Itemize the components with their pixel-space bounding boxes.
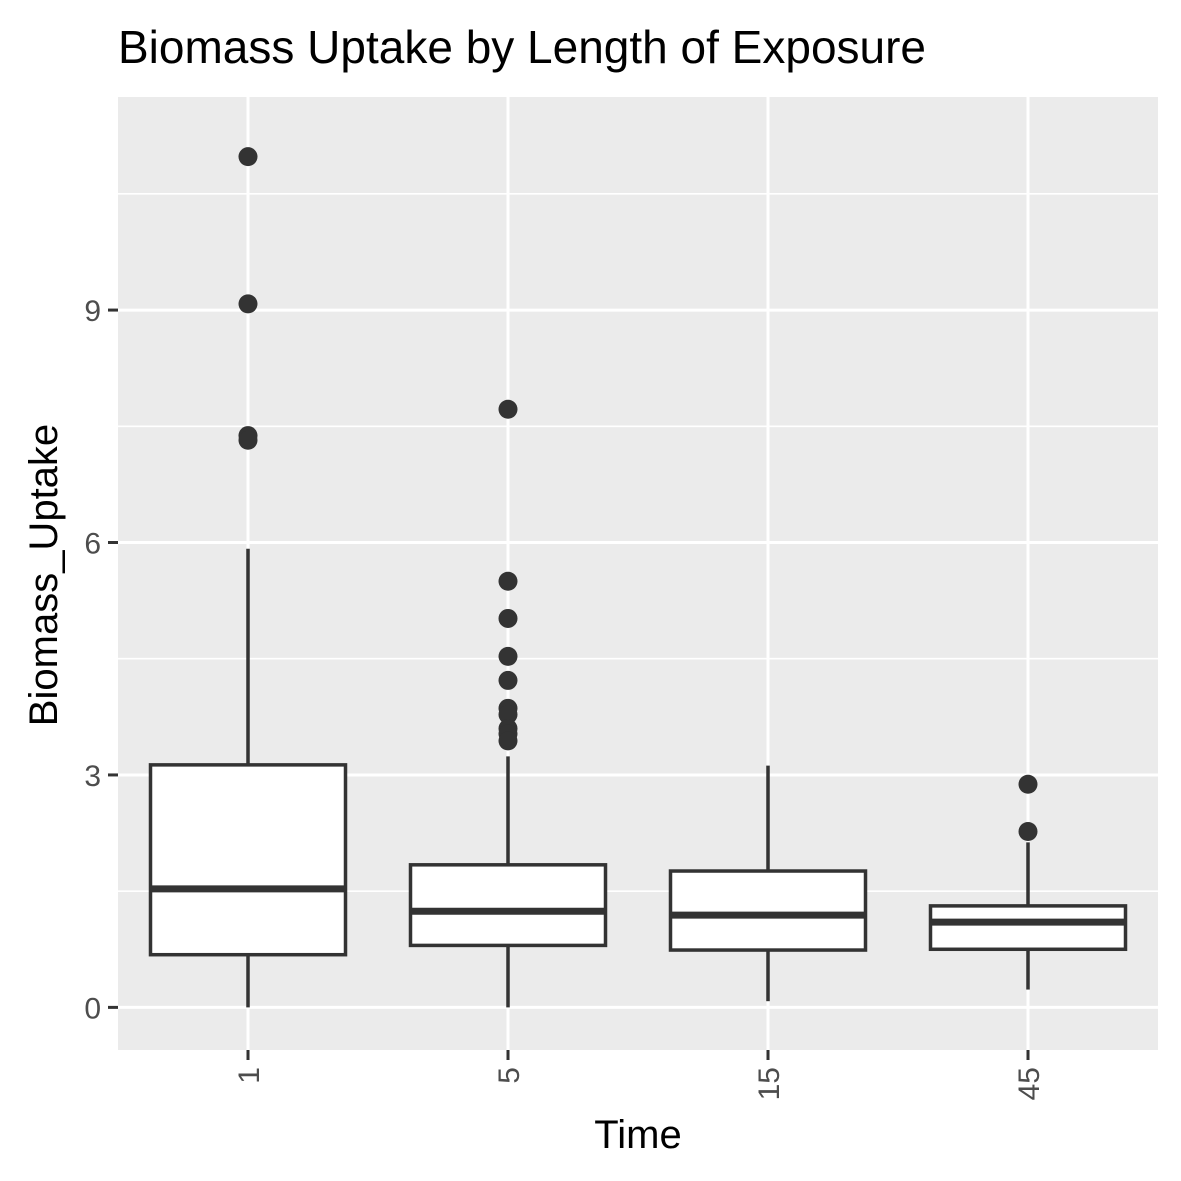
outlier-point — [498, 670, 518, 690]
outlier-point — [498, 571, 518, 591]
outlier-point — [498, 705, 518, 725]
box-iqr — [928, 904, 1128, 952]
x-axis: 1 5 15 45 — [233, 1050, 1046, 1100]
box-15 — [668, 765, 868, 1002]
outlier-point — [498, 731, 518, 751]
outlier-point — [238, 430, 258, 450]
outlier-point — [238, 147, 258, 167]
outlier-point — [498, 608, 518, 628]
chart-title: Biomass Uptake by Length of Exposure — [118, 21, 926, 73]
box-5 — [408, 399, 608, 1008]
outlier-point — [498, 399, 518, 419]
box-series — [148, 147, 1128, 1008]
x-axis-title: Time — [594, 1113, 681, 1157]
y-axis: 0 3 6 9 — [84, 295, 118, 1025]
y-tick-label: 6 — [84, 528, 101, 561]
y-tick-label: 3 — [84, 760, 101, 793]
outlier-point — [238, 294, 258, 314]
box-iqr — [408, 863, 608, 948]
box-iqr — [148, 763, 348, 957]
box-iqr — [668, 869, 868, 952]
y-tick-label: 9 — [84, 295, 101, 328]
box-45 — [928, 774, 1128, 990]
x-tick-label: 5 — [493, 1067, 526, 1084]
outlier-point — [1018, 822, 1038, 842]
y-axis-title: Biomass_Uptake — [22, 424, 66, 726]
box-1 — [148, 147, 348, 1008]
y-tick-label: 0 — [84, 992, 101, 1025]
x-tick-label: 1 — [233, 1067, 266, 1084]
x-tick-label: 45 — [1013, 1067, 1046, 1100]
x-tick-label: 15 — [753, 1067, 786, 1100]
outlier-point — [1018, 774, 1038, 794]
outlier-point — [498, 646, 518, 666]
